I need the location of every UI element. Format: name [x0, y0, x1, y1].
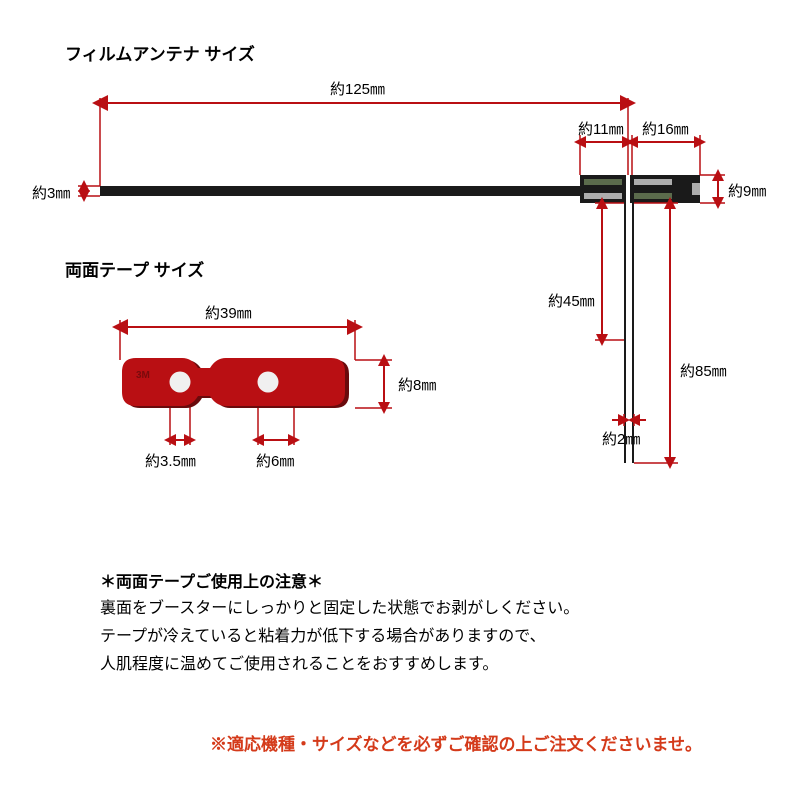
note-line2: テープが冷えていると粘着力が低下する場合がありますので、: [100, 624, 720, 650]
dim-2: 約2㎜: [602, 428, 640, 449]
dim-125: 約125㎜: [330, 78, 385, 99]
dim-16: 約16㎜: [642, 118, 689, 139]
dim-8: 約8㎜: [398, 374, 436, 395]
warn-text: ※適応機種・サイズなどを必ずご確認の上ご注文くださいませ。: [210, 730, 702, 755]
dim-6: 約6㎜: [256, 450, 294, 471]
tape-title: 両面テープ サイズ: [65, 256, 204, 281]
dim-39: 約39㎜: [205, 302, 252, 323]
dim-11: 約11㎜: [578, 118, 624, 139]
dim-85: 約85㎜: [680, 360, 727, 381]
diagram-canvas: フィルムアンテナ サイズ: [0, 0, 800, 800]
note-line1: 裏面をブースターにしっかりと固定した状態でお剥がしください。: [100, 596, 720, 622]
tape-shape: 3M: [120, 354, 355, 414]
dim-35: 約3.5㎜: [145, 450, 196, 471]
svg-text:3M: 3M: [136, 370, 150, 381]
dim-9: 約9㎜: [728, 180, 766, 201]
note-header: ＊両面テープご使用上の注意＊: [100, 568, 323, 592]
note-line3: 人肌程度に温めてご使用されることをおすすめします。: [100, 652, 720, 678]
dim-3: 約3㎜: [32, 182, 70, 203]
dim-45: 約45㎜: [548, 290, 595, 311]
